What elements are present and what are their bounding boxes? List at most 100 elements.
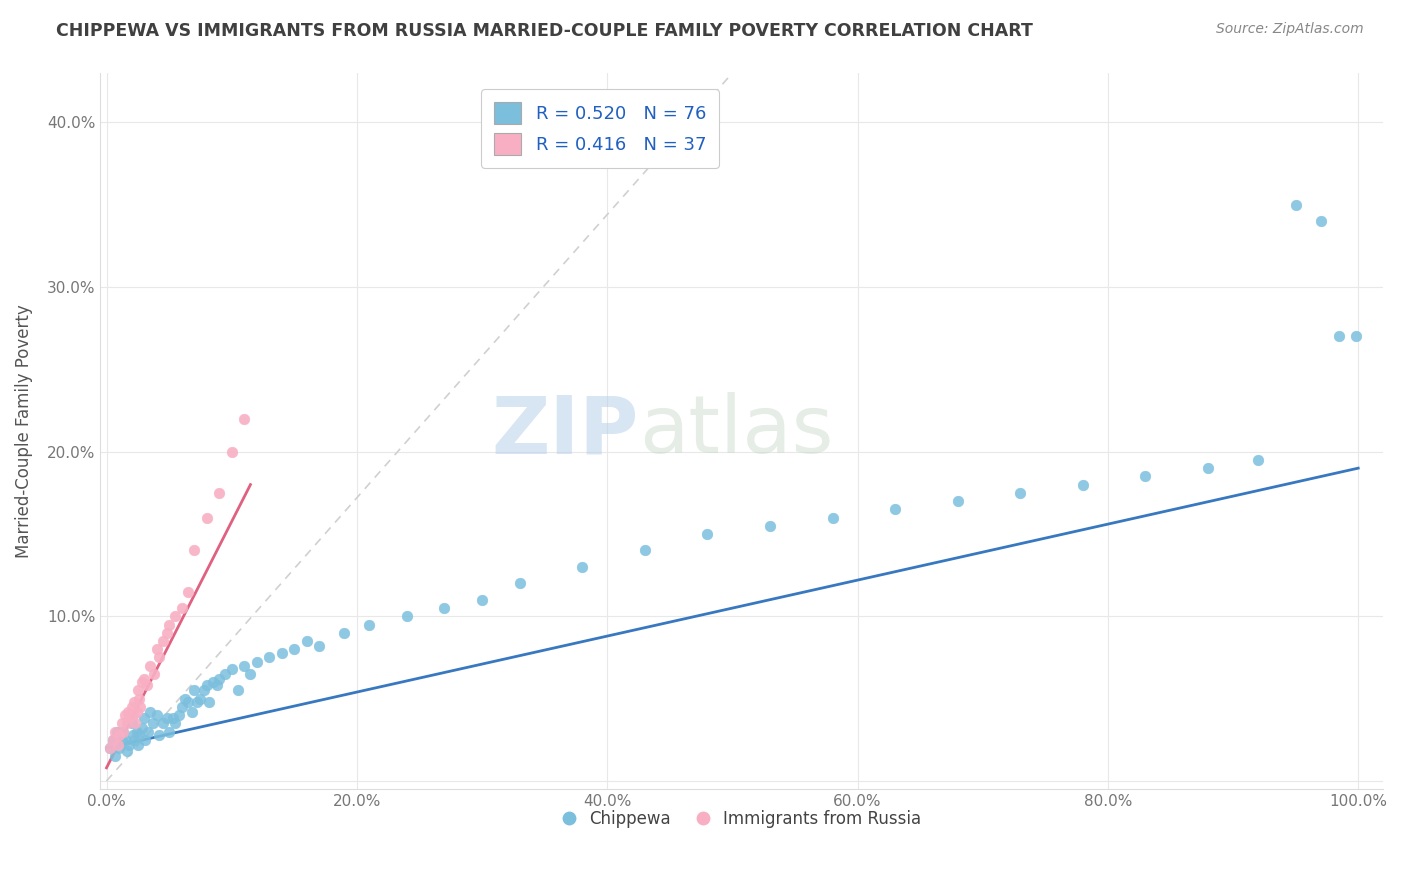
Point <box>198 695 221 709</box>
Point <box>108 728 131 742</box>
Point <box>122 695 145 709</box>
Point <box>127 738 149 752</box>
Point <box>121 699 143 714</box>
Point <box>571 560 593 574</box>
Point <box>157 724 180 739</box>
Point <box>395 609 418 624</box>
Point <box>143 667 166 681</box>
Point <box>205 678 228 692</box>
Point <box>105 724 128 739</box>
Point <box>142 716 165 731</box>
Text: CHIPPEWA VS IMMIGRANTS FROM RUSSIA MARRIED-COUPLE FAMILY POVERTY CORRELATION CHA: CHIPPEWA VS IMMIGRANTS FROM RUSSIA MARRI… <box>56 22 1033 40</box>
Point <box>145 708 167 723</box>
Point <box>115 716 138 731</box>
Point <box>226 683 249 698</box>
Point <box>195 510 218 524</box>
Point <box>283 642 305 657</box>
Point <box>132 672 155 686</box>
Point <box>155 711 177 725</box>
Point <box>509 576 531 591</box>
Point <box>104 749 127 764</box>
Text: Source: ZipAtlas.com: Source: ZipAtlas.com <box>1216 22 1364 37</box>
Point <box>115 744 138 758</box>
Point <box>145 642 167 657</box>
Point <box>165 716 187 731</box>
Point <box>1309 214 1331 228</box>
Point <box>183 683 205 698</box>
Point <box>174 691 197 706</box>
Point <box>101 732 124 747</box>
Point <box>190 691 212 706</box>
Point <box>131 721 153 735</box>
Point <box>139 705 162 719</box>
Point <box>333 625 356 640</box>
Point <box>177 584 200 599</box>
Point <box>1247 453 1270 467</box>
Point <box>221 662 243 676</box>
Point <box>135 678 157 692</box>
Point <box>1135 469 1157 483</box>
Point <box>101 732 124 747</box>
Point <box>121 728 143 742</box>
Point <box>165 609 187 624</box>
Point <box>152 634 174 648</box>
Point <box>98 741 121 756</box>
Point <box>111 724 134 739</box>
Point <box>201 675 224 690</box>
Point <box>308 639 330 653</box>
Point <box>108 741 131 756</box>
Point <box>1071 477 1094 491</box>
Point <box>221 444 243 458</box>
Point <box>148 650 170 665</box>
Point <box>155 625 177 640</box>
Point <box>239 667 262 681</box>
Point <box>1010 486 1032 500</box>
Point <box>110 716 132 731</box>
Legend: Chippewa, Immigrants from Russia: Chippewa, Immigrants from Russia <box>555 804 928 835</box>
Point <box>257 650 280 665</box>
Point <box>167 708 190 723</box>
Point <box>107 738 129 752</box>
Point <box>162 711 184 725</box>
Point <box>1285 197 1308 211</box>
Point <box>136 724 159 739</box>
Point <box>433 601 456 615</box>
Point <box>117 705 139 719</box>
Point <box>124 716 146 731</box>
Point <box>233 411 256 425</box>
Point <box>122 732 145 747</box>
Point <box>121 708 143 723</box>
Point <box>125 724 148 739</box>
Point <box>111 724 134 739</box>
Point <box>884 502 907 516</box>
Point <box>295 634 318 648</box>
Point <box>114 732 136 747</box>
Point <box>359 617 381 632</box>
Y-axis label: Married-Couple Family Poverty: Married-Couple Family Poverty <box>15 304 32 558</box>
Point <box>214 667 236 681</box>
Point <box>233 658 256 673</box>
Point <box>1329 329 1351 343</box>
Point <box>193 683 215 698</box>
Point <box>208 486 231 500</box>
Point <box>110 732 132 747</box>
Point <box>186 695 208 709</box>
Point <box>170 699 193 714</box>
Text: atlas: atlas <box>640 392 834 470</box>
Point <box>127 683 149 698</box>
Point <box>1197 461 1219 475</box>
Point <box>125 705 148 719</box>
Point <box>121 716 143 731</box>
Point <box>270 646 292 660</box>
Point <box>195 678 218 692</box>
Point <box>134 732 156 747</box>
Point <box>170 601 193 615</box>
Point <box>131 675 153 690</box>
Point <box>208 672 231 686</box>
Point <box>183 543 205 558</box>
Point <box>246 656 269 670</box>
Point <box>634 543 657 558</box>
Point <box>177 695 200 709</box>
Point <box>759 518 782 533</box>
Point <box>148 728 170 742</box>
